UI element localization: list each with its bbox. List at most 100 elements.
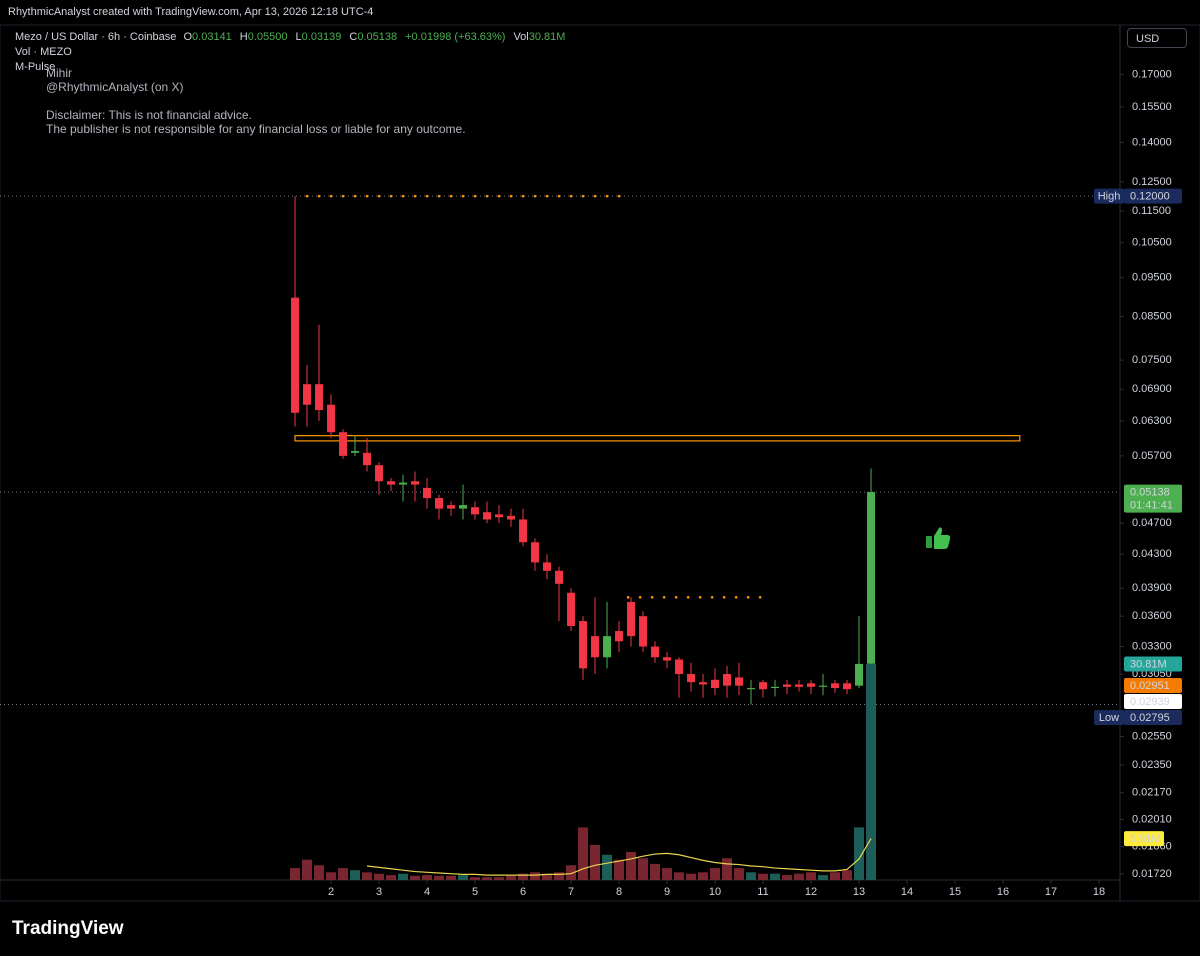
credit: RhythmicAnalyst created with TradingView… <box>8 6 374 18</box>
y-tick-label: 0.06300 <box>1132 415 1172 427</box>
candle-body <box>291 297 300 413</box>
y-tick-label: 0.12500 <box>1132 176 1172 188</box>
volume-bar <box>842 870 853 880</box>
candle-body <box>507 515 516 520</box>
price-tag <box>1124 710 1182 726</box>
dot <box>437 194 441 198</box>
dot <box>722 596 726 599</box>
price-tag-label: 0.02939 <box>1130 696 1170 708</box>
volume-bar <box>374 873 385 880</box>
x-tick-label: 18 <box>1093 886 1105 898</box>
volume-tag <box>1124 656 1182 672</box>
dot <box>638 596 642 599</box>
dot <box>365 194 369 198</box>
y-tick-label: 0.10500 <box>1132 237 1172 249</box>
volume-bar <box>422 875 433 880</box>
x-tick-label: 7 <box>568 886 574 898</box>
legend-key: C <box>349 31 358 43</box>
y-tick-label: 0.03900 <box>1132 582 1172 594</box>
volume-bar <box>746 872 757 880</box>
volume-bar <box>458 875 469 880</box>
legend-value: 0.05138 <box>357 31 398 43</box>
currency-button[interactable]: USD <box>1127 28 1187 48</box>
x-tick-label: 4 <box>424 886 430 898</box>
candle-body <box>675 659 684 675</box>
x-tick-label: 2 <box>328 886 334 898</box>
y-tick-label: 0.04700 <box>1132 517 1172 529</box>
volume-bar <box>854 827 865 880</box>
candle-body <box>843 683 852 690</box>
price-tag <box>1124 484 1182 513</box>
volume-bar <box>362 872 373 880</box>
legend-item: C0.05138 <box>349 31 401 43</box>
volume-bar <box>578 827 589 880</box>
price-tag-name-bg <box>1094 710 1124 726</box>
volume-bar <box>782 875 793 880</box>
x-tick-label: 10 <box>709 886 721 898</box>
dot <box>353 194 357 198</box>
dot <box>473 194 477 198</box>
volume-bar <box>326 872 337 880</box>
dot <box>710 596 714 599</box>
candle-body <box>423 487 432 499</box>
candle-body <box>711 679 720 689</box>
volume-bar <box>698 872 709 880</box>
dot <box>533 194 537 198</box>
candle-body <box>555 570 564 584</box>
y-tick-label: 0.05700 <box>1132 450 1172 462</box>
dot <box>581 194 585 198</box>
y-tick-label: 0.07500 <box>1132 354 1172 366</box>
legend-item: Vol30.81M <box>513 31 569 43</box>
x-tick-label: 14 <box>901 886 913 898</box>
dot <box>605 194 609 198</box>
volume-bar <box>734 868 745 880</box>
price-tag-name-bg <box>1094 188 1124 204</box>
volume-bar <box>722 858 733 880</box>
dot <box>401 194 405 198</box>
dotted-level <box>305 194 621 198</box>
chart-frame <box>0 24 1200 902</box>
candle-body <box>447 505 456 509</box>
y-tick-label: 0.03600 <box>1132 610 1172 622</box>
y-tick-label: 0.02350 <box>1132 759 1172 771</box>
dot <box>497 194 501 198</box>
candle-body <box>639 616 648 647</box>
dot <box>413 194 417 198</box>
x-tick-label: 5 <box>472 886 478 898</box>
candle-body <box>363 452 372 466</box>
dot <box>674 596 678 599</box>
dot <box>509 194 513 198</box>
legend-key: H <box>239 31 248 43</box>
volume-bar <box>386 875 397 880</box>
dot <box>461 194 465 198</box>
dot <box>389 194 393 198</box>
volume-bar <box>290 868 301 880</box>
candle-body <box>663 657 672 661</box>
volume-bar <box>566 865 577 880</box>
volume-bar <box>806 872 817 880</box>
volume-bar <box>398 873 409 880</box>
volume-bar <box>434 875 445 880</box>
dotted-level <box>626 596 762 599</box>
y-tick-label: 0.09500 <box>1132 272 1172 284</box>
y-tick-label: 0.02550 <box>1132 730 1172 742</box>
x-tick-label: 13 <box>853 886 865 898</box>
candle-body <box>591 636 600 658</box>
note-line: @RhythmicAnalyst (on X) <box>46 80 184 94</box>
dot <box>650 596 654 599</box>
legend-value: 0.03141 <box>192 31 232 43</box>
volume-bar <box>866 664 877 880</box>
y-tick-label: 0.02170 <box>1132 787 1172 799</box>
note-line: The publisher is not responsible for any… <box>46 122 466 136</box>
legend-key: Vol <box>513 31 529 43</box>
y-tick-label: 0.14000 <box>1132 136 1172 148</box>
dot <box>545 194 549 198</box>
volume-bar <box>662 868 673 880</box>
x-tick-label: 11 <box>757 886 768 898</box>
volume-bar <box>446 875 457 880</box>
volume-bar <box>482 877 493 880</box>
dot <box>758 596 762 599</box>
dot <box>449 194 453 198</box>
dot <box>686 596 690 599</box>
candle-body <box>795 684 804 687</box>
